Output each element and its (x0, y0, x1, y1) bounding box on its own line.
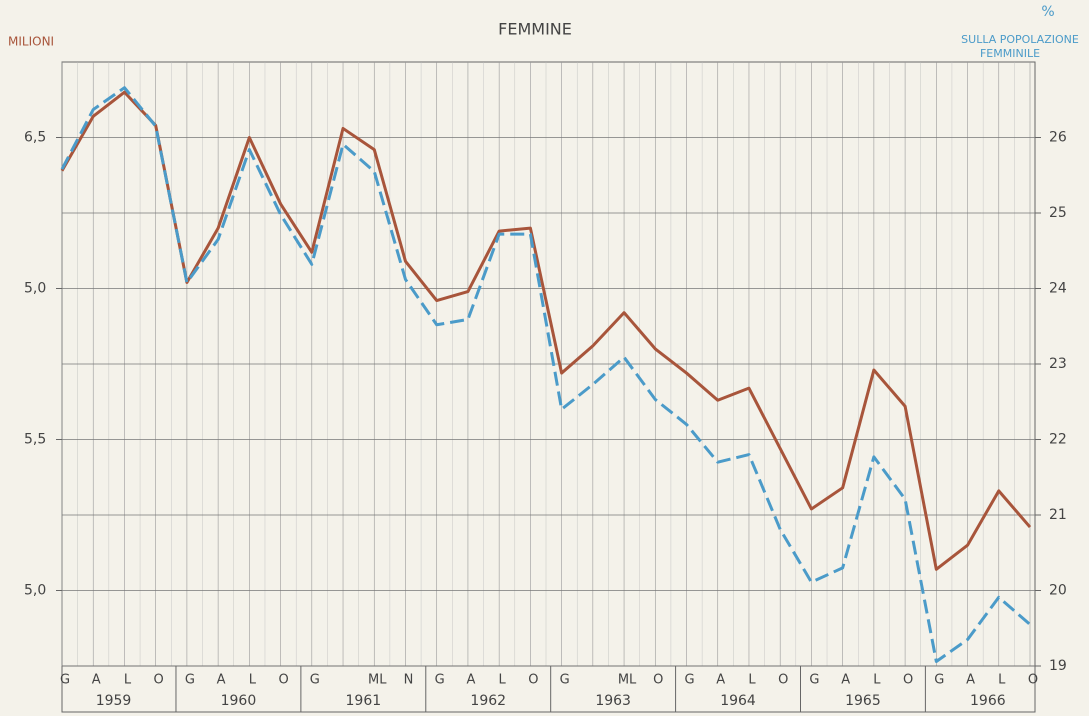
x-tick-label: O (903, 673, 913, 688)
x-tick-label: O (154, 673, 164, 688)
x-tick-label: N (404, 673, 414, 688)
y2-tick-label: 22 (1049, 432, 1067, 448)
y-tick-label: 5,5 (24, 432, 46, 448)
x-tick-label: A (841, 673, 850, 688)
year-label: 1965 (845, 693, 881, 709)
y2-tick-label: 20 (1049, 583, 1067, 599)
year-label: 1966 (970, 693, 1006, 709)
x-tick-label: L (873, 673, 881, 688)
series-line (60, 90, 1032, 571)
year-label: 1961 (346, 693, 382, 709)
year-label: 1962 (470, 693, 506, 709)
x-tick-label: G (185, 673, 195, 688)
y2-tick-label: 24 (1049, 281, 1067, 297)
x-tick-label: G (435, 673, 445, 688)
x-tick-label: O (278, 673, 288, 688)
x-tick-label: O (778, 673, 788, 688)
x-tick-label: G (684, 673, 694, 688)
x-tick-label: L (249, 673, 257, 688)
year-label: 1959 (96, 693, 132, 709)
x-tick-label: G (560, 673, 570, 688)
x-tick-label: A (966, 673, 975, 688)
x-tick-label: A (716, 673, 725, 688)
y-tick-label: 5,0 (24, 583, 46, 599)
y2-axis-label: SULLA POPOLAZIONE (961, 33, 1079, 46)
y2-tick-label: 23 (1049, 356, 1067, 372)
year-label: 1960 (221, 693, 257, 709)
x-tick-label: L (998, 673, 1006, 688)
x-tick-label: G (809, 673, 819, 688)
x-tick-label: L (499, 673, 507, 688)
y-tick-label: 5,0 (24, 281, 46, 297)
x-tick-label: ML (368, 673, 387, 688)
y2-tick-label: 26 (1049, 130, 1067, 146)
x-tick-label: G (60, 673, 70, 688)
y2-axis-label: FEMMINILE (980, 47, 1040, 60)
x-tick-label: O (528, 673, 538, 688)
year-label: 1964 (720, 693, 756, 709)
series-line (60, 86, 1031, 663)
y2-tick-label: 19 (1049, 658, 1067, 674)
y-tick-label: 6,5 (24, 130, 46, 146)
chart-title: FEMMINE (498, 20, 572, 39)
y-axis-label: MILIONI (8, 35, 54, 49)
x-tick-label: ML (618, 673, 637, 688)
y2-tick-label: 25 (1049, 205, 1067, 221)
x-tick-label: L (124, 673, 132, 688)
x-tick-label: G (310, 673, 320, 688)
x-tick-label: O (1028, 673, 1038, 688)
x-tick-label: O (653, 673, 663, 688)
x-tick-label: L (748, 673, 756, 688)
year-label: 1963 (595, 693, 631, 709)
y2-axis-label: % (1041, 4, 1054, 20)
x-tick-label: A (466, 673, 475, 688)
x-tick-label: A (92, 673, 101, 688)
x-tick-label: G (934, 673, 944, 688)
y2-tick-label: 21 (1049, 507, 1067, 523)
x-tick-label: A (217, 673, 226, 688)
